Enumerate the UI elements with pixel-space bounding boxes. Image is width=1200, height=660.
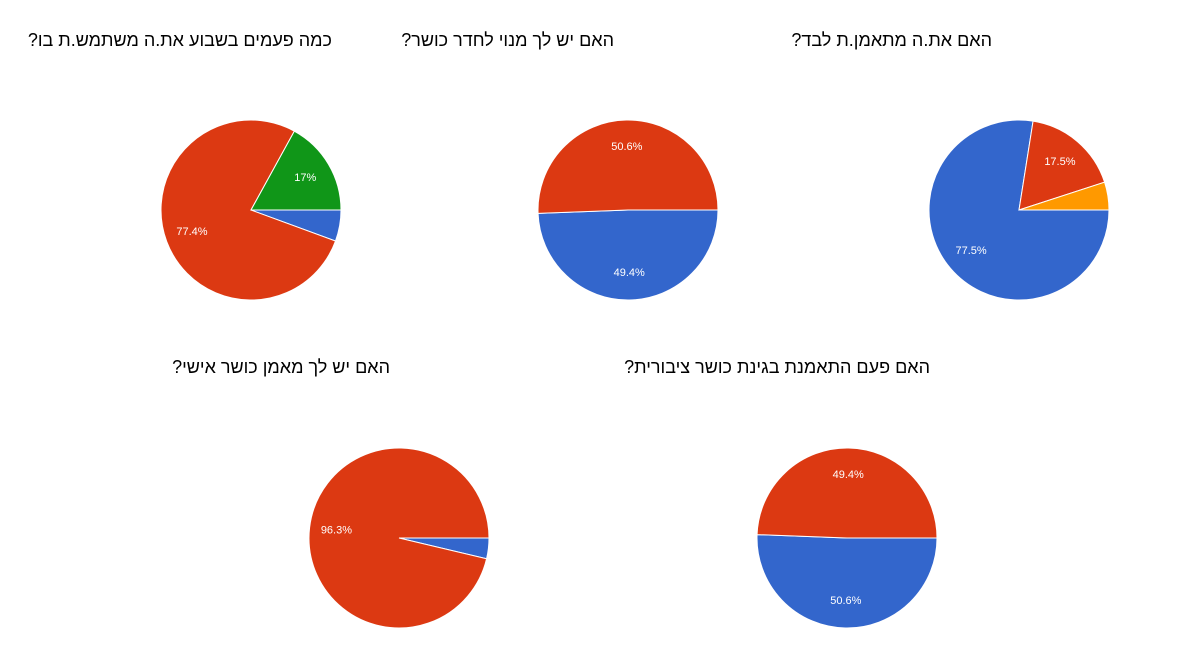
chart-title: האם את.ה מתאמן.ת לבד? bbox=[791, 30, 992, 50]
slice-label: 77.5% bbox=[955, 245, 986, 257]
chart-title: האם פעם התאמנת בגינת כושר ציבורית? bbox=[624, 357, 930, 377]
pie-slice bbox=[756, 534, 938, 629]
pie-slice bbox=[308, 447, 490, 629]
chart-title: האם יש לך מנוי לחדר כושר? bbox=[401, 30, 614, 50]
slice-label: 17.5% bbox=[1044, 156, 1075, 168]
slice-label: 49.4% bbox=[833, 469, 864, 481]
pie-slice bbox=[756, 447, 938, 539]
pie-slice bbox=[160, 119, 337, 301]
pie-slice bbox=[537, 209, 719, 301]
pie-slice bbox=[1018, 120, 1106, 211]
slice-label: 17% bbox=[294, 172, 316, 184]
chart-title: האם יש לך מאמן כושר אישי? bbox=[172, 357, 390, 377]
slice-label: 77.4% bbox=[176, 226, 207, 238]
slice-label: 49.4% bbox=[614, 267, 645, 279]
slice-label: 50.6% bbox=[611, 141, 642, 153]
pie-slice bbox=[250, 130, 342, 211]
chart-title: כמה פעמים בשבוע את.ה משתמש.ת בו? bbox=[27, 30, 332, 50]
slice-label: 50.6% bbox=[830, 595, 861, 607]
pie-slice bbox=[537, 119, 719, 214]
pie-slice bbox=[1018, 181, 1110, 211]
slice-label: 96.3% bbox=[321, 525, 352, 537]
